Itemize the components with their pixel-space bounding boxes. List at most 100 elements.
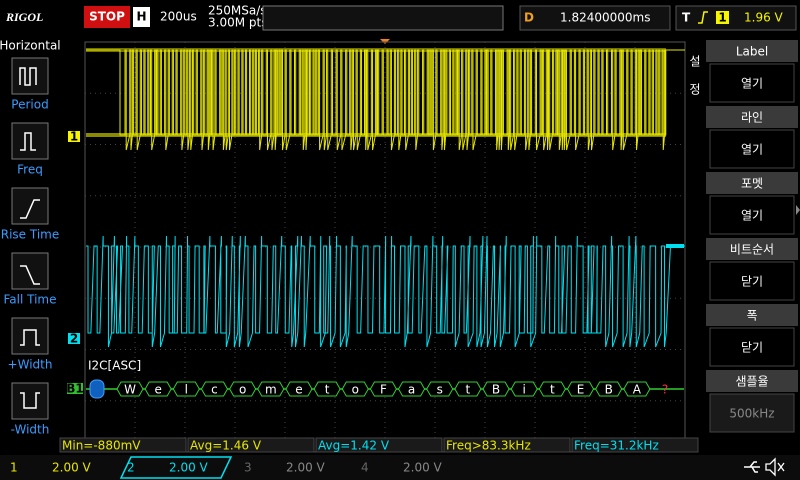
- measurement[interactable]: Min=-880mV: [62, 439, 141, 453]
- menu-title-box: [706, 106, 798, 128]
- menu-label[interactable]: -Width: [11, 423, 50, 437]
- measurement[interactable]: Freq=31.2kHz: [574, 439, 659, 453]
- menu-label[interactable]: Fall Time: [3, 293, 56, 307]
- menu-title-box: [706, 304, 798, 326]
- menu-value-box[interactable]: [709, 195, 795, 235]
- ch1-high-band: [86, 48, 666, 52]
- measurement-box: [571, 437, 699, 453]
- menu-title-box: [706, 238, 798, 260]
- menu-value-box[interactable]: [709, 129, 795, 169]
- menu-item-value[interactable]: 닫기: [741, 341, 763, 355]
- measurement-box: [443, 437, 571, 453]
- brand: RIGOL: [5, 10, 43, 24]
- bottom-bar: [0, 455, 800, 480]
- decode-frame: [426, 381, 454, 397]
- trigger-level[interactable]: 1.96 V: [744, 11, 784, 25]
- menu-item-title: 비트순서: [730, 243, 774, 257]
- decode-frame: [398, 381, 426, 397]
- bus-marker-box: [67, 383, 83, 394]
- menu-button[interactable]: [11, 252, 49, 290]
- menu-value-box[interactable]: [709, 63, 795, 103]
- menu-icon: [20, 199, 40, 219]
- menu-label[interactable]: Freq: [17, 163, 43, 177]
- decode-frame: [566, 381, 595, 397]
- usb-icon: [744, 461, 760, 473]
- channel-number[interactable]: 1: [10, 461, 18, 475]
- decode-frame: [595, 381, 623, 397]
- menu-value-box[interactable]: [709, 393, 795, 433]
- channel-scale[interactable]: 2.00 V: [403, 461, 443, 475]
- measurement[interactable]: Avg=1.42 V: [318, 439, 390, 453]
- menu-item-value[interactable]: 닫기: [741, 275, 763, 289]
- channel-bar: 1 2.00 V 2 2.00 V 3 2.00 V 4 2.00 V: [0, 455, 800, 480]
- decode-frame: [454, 381, 482, 397]
- sample-rate: 250MSa/s: [208, 4, 267, 18]
- bus-marker: B1: [66, 382, 84, 396]
- channel-scale[interactable]: 2.00 V: [169, 461, 209, 475]
- trigger-label: T: [682, 11, 691, 25]
- channel-number[interactable]: 3: [244, 461, 252, 475]
- menu-item-value[interactable]: 500kHz: [729, 407, 774, 421]
- speaker-icon[interactable]: [765, 457, 785, 477]
- menu-button[interactable]: [11, 122, 49, 160]
- menu-icon: [19, 67, 37, 86]
- menu-icon: [20, 132, 36, 151]
- decode-char: ?: [662, 383, 668, 397]
- overview-bar: [262, 5, 504, 31]
- measurement[interactable]: Freq>83.3kHz: [446, 439, 531, 453]
- menu-label[interactable]: Rise Time: [1, 228, 60, 242]
- menu-item-value[interactable]: 열기: [741, 77, 763, 91]
- trigger-box: [675, 5, 797, 31]
- menu-item-title: 샘플율: [735, 375, 768, 389]
- decode-frame: [116, 381, 144, 397]
- channel-scale[interactable]: 2.00 V: [286, 461, 326, 475]
- ch1-marker-box: [68, 131, 80, 142]
- measurement-box: [315, 437, 443, 453]
- decode-char: a: [408, 383, 415, 397]
- menu-label[interactable]: +Width: [8, 358, 53, 372]
- menu-button[interactable]: [11, 317, 49, 355]
- channel-scale[interactable]: 2.00 V: [52, 461, 92, 475]
- active-channel-frame: [119, 456, 233, 479]
- run-state-box[interactable]: [84, 6, 130, 28]
- menu-item-title: 폭: [746, 309, 757, 323]
- channel-number[interactable]: 4: [361, 461, 369, 475]
- menu-title-box: [706, 172, 798, 194]
- side-label: 설: [689, 55, 700, 69]
- delay-label: D: [524, 11, 534, 25]
- run-state: STOP: [89, 10, 125, 24]
- menu-icon: [20, 392, 40, 409]
- menu-icon: [20, 329, 40, 346]
- menu-item-value[interactable]: 열기: [741, 143, 763, 157]
- delay[interactable]: 1.82400000ms: [560, 11, 650, 25]
- decode-char: i: [523, 383, 526, 397]
- menu-value-box[interactable]: [709, 327, 795, 367]
- timebase-label: H: [136, 10, 146, 24]
- decode-frame: [369, 381, 397, 397]
- decode-char: A: [633, 383, 642, 397]
- delay-box: [519, 5, 671, 31]
- timebase[interactable]: 200us: [160, 10, 197, 24]
- menu-button[interactable]: [11, 187, 49, 225]
- decode-frame: [313, 381, 341, 397]
- menu-item-title: Label: [736, 45, 768, 59]
- menu-button[interactable]: [11, 382, 49, 420]
- decode-char: e: [295, 383, 302, 397]
- decode-char: E: [577, 383, 585, 397]
- menu-value-box[interactable]: [709, 261, 795, 301]
- menu-item-title: 라인: [741, 111, 763, 125]
- channel-number[interactable]: 2: [127, 461, 135, 475]
- decode-char: o: [239, 383, 246, 397]
- decode-frame: [285, 381, 313, 397]
- measurement[interactable]: Avg=1.46 V: [190, 439, 262, 453]
- decode-char: l: [185, 383, 188, 397]
- ch2-high-band: [666, 244, 684, 248]
- measurement-box: [59, 437, 187, 453]
- timebase-label-box: [133, 7, 150, 27]
- menu-label[interactable]: Period: [11, 98, 48, 112]
- menu-title: Horizontal: [0, 39, 61, 53]
- decode-frame: [144, 381, 172, 397]
- menu-item-value[interactable]: 열기: [741, 209, 763, 223]
- side-label: 정: [689, 83, 700, 97]
